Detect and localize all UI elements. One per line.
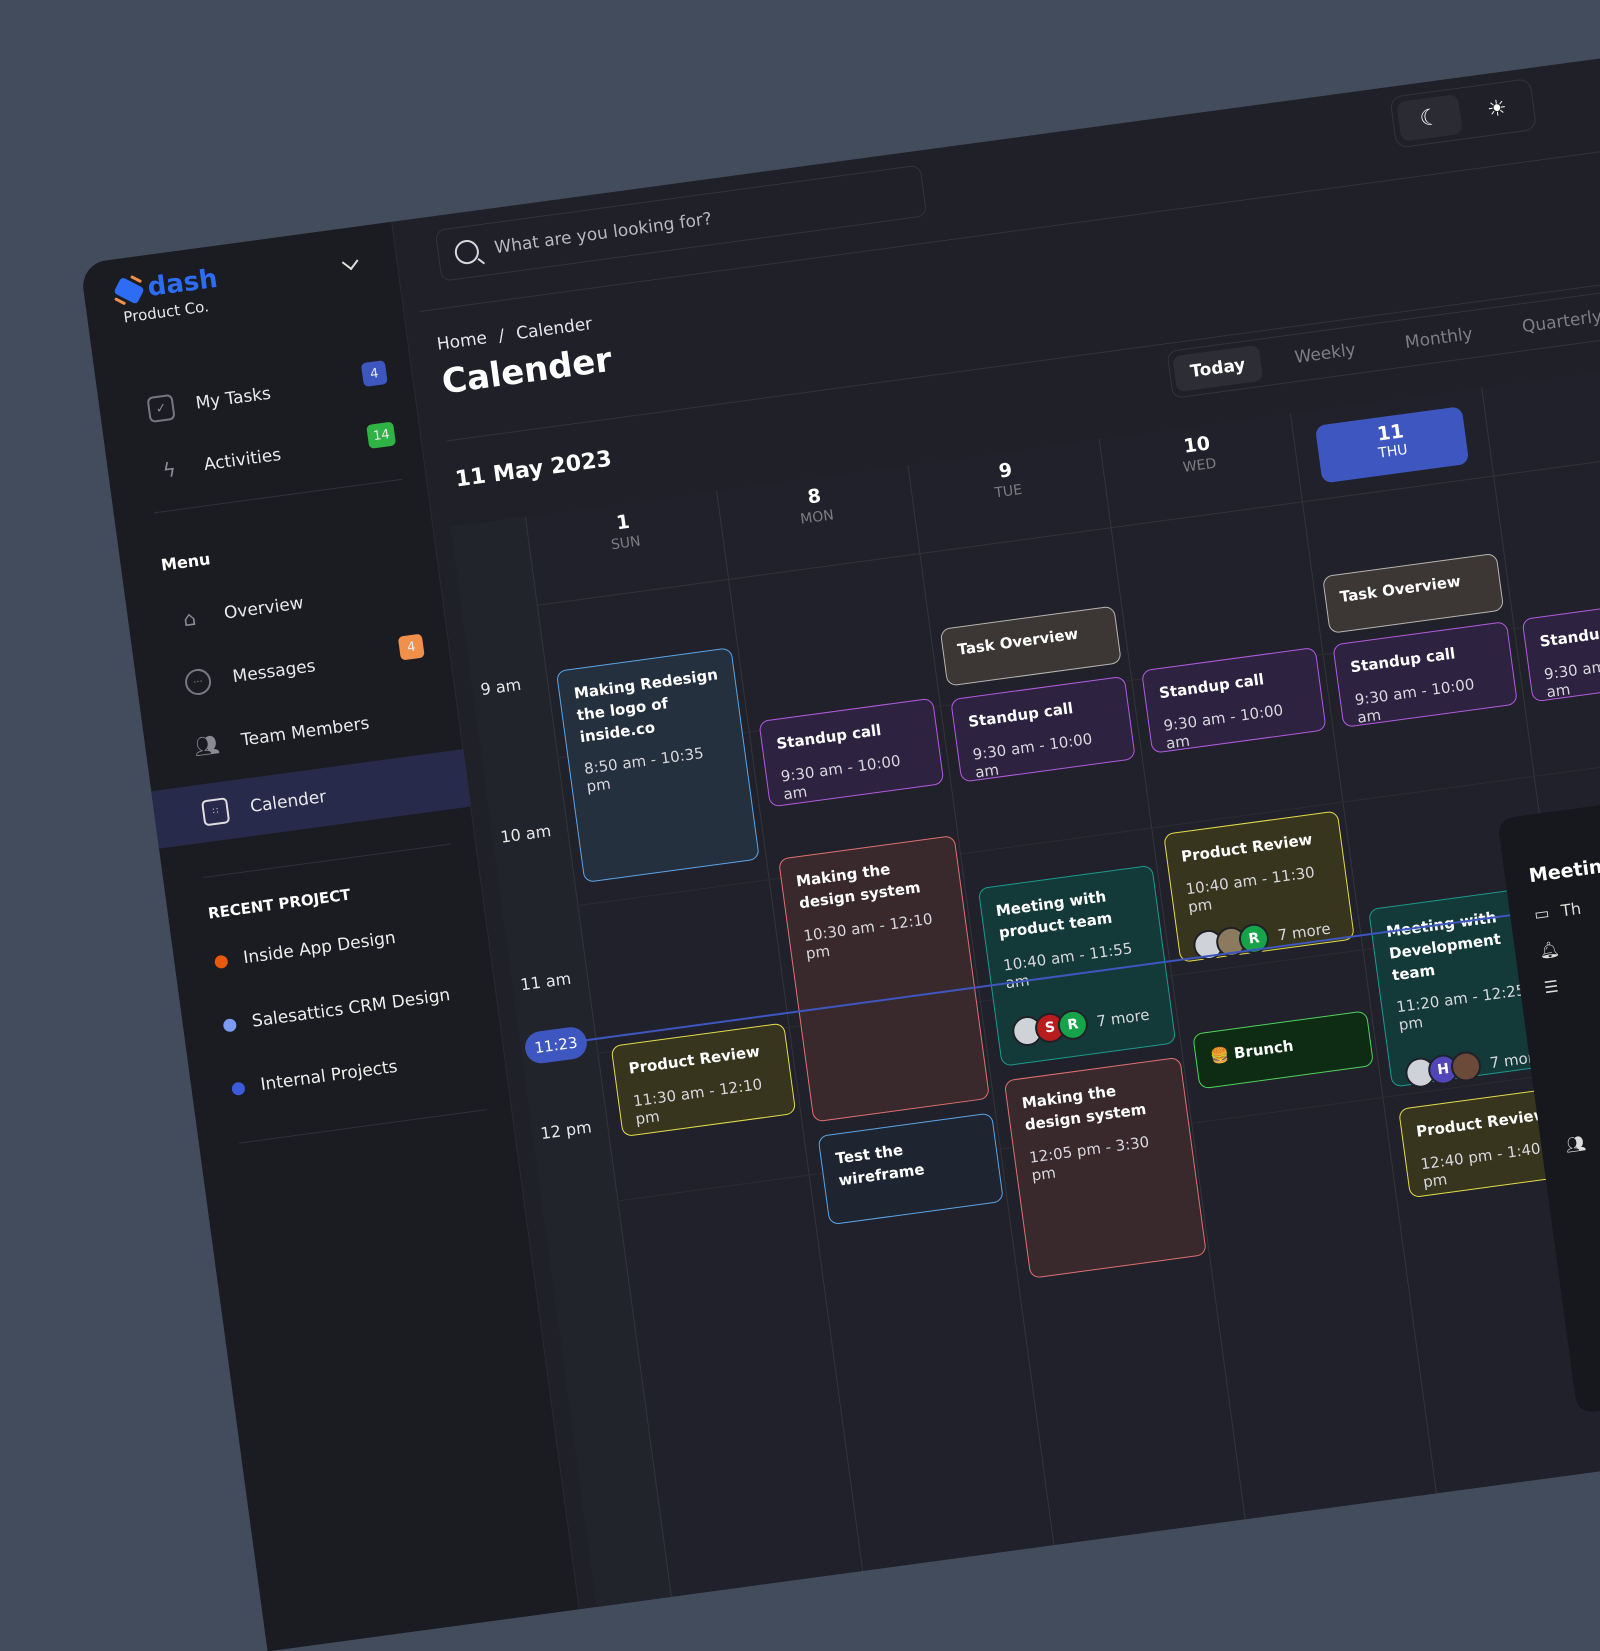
breadcrumb-home[interactable]: Home <box>435 328 489 355</box>
event-title: Making the design system <box>1020 1081 1148 1134</box>
burger-icon: 🍔 <box>1209 1045 1231 1066</box>
activities-badge: 14 <box>366 421 397 449</box>
breadcrumb-current: Calender <box>514 314 594 345</box>
divider <box>203 843 452 879</box>
dash-logo-icon <box>113 276 145 305</box>
project-label: Salesattics CRM Design <box>250 985 452 1032</box>
detail-date: Th <box>1559 898 1583 921</box>
detail-title: Meeting <box>1527 853 1600 888</box>
sidebar: dash Product Co. ✓ My Tasks 4 ϟ Activiti… <box>80 221 580 1651</box>
tab-weekly[interactable]: Weekly <box>1293 339 1357 368</box>
event-title: Task Overview <box>1338 571 1462 607</box>
event-time: 10:40 am - 11:55 am <box>1002 938 1134 992</box>
project-dot <box>213 954 229 969</box>
event-card[interactable]: Making Redesign the logo of inside.co 8:5… <box>555 647 760 883</box>
more-attendees: 7 more <box>1095 1005 1151 1031</box>
breadcrumb-separator: / <box>497 325 506 347</box>
tab-monthly[interactable]: Monthly <box>1403 324 1474 354</box>
event-card[interactable]: Making the design system 12:05 pm - 3:30 … <box>1003 1056 1207 1279</box>
event-card[interactable]: Making the design system 10:30 am - 12:10… <box>777 834 991 1123</box>
event-title: Making Redesign the logo of inside.co <box>572 665 719 746</box>
event-title: Product Review <box>1180 830 1314 866</box>
event-title: Standup call <box>1158 670 1265 703</box>
search-input[interactable]: What are you looking for? <box>434 164 928 282</box>
sun-icon[interactable]: ☀ <box>1485 95 1509 123</box>
sidebar-item-label: Calender <box>248 786 328 817</box>
app-window: dash Product Co. ✓ My Tasks 4 ϟ Activiti… <box>80 28 1600 1651</box>
home-icon: ⌂ <box>181 605 198 632</box>
calendar-icon: ▭ <box>1532 903 1551 924</box>
event-title: Standup call <box>775 720 883 753</box>
tasks-badge: 4 <box>360 360 388 388</box>
search-placeholder: What are you looking for? <box>493 209 714 259</box>
chevron-down-icon[interactable] <box>341 253 359 271</box>
project-dot <box>231 1080 246 1096</box>
project-salesattics-crm[interactable]: Salesattics CRM Design <box>222 985 451 1035</box>
recent-project-heading: RECENT PROJECT <box>206 885 352 923</box>
project-dot <box>222 1017 238 1033</box>
calendar-icon: ∷ <box>200 797 231 827</box>
menu-heading: Menu <box>159 549 212 575</box>
tab-today[interactable]: Today <box>1172 344 1264 393</box>
event-time: 12:05 pm - 3:30 pm <box>1028 1132 1151 1185</box>
event-card[interactable]: Meeting with product team 10:40 am - 11:5… <box>977 864 1177 1067</box>
event-title: Meeting with product team <box>994 887 1114 942</box>
event-title: Task Overview <box>956 624 1080 659</box>
brand-name: dash <box>145 263 220 303</box>
description-icon: ☰ <box>1542 976 1560 998</box>
event-title: Standup call <box>1538 619 1600 651</box>
event-time: 10:40 am - 11:30 pm <box>1184 862 1316 916</box>
event-title: Product Review <box>627 1042 761 1078</box>
project-label: Inside App Design <box>242 927 397 969</box>
project-inside-app-design[interactable]: Inside App Design <box>213 927 397 972</box>
event-time: 10:30 am - 12:10 pm <box>802 909 934 963</box>
event-time: 8:50 am - 10:35 pm <box>583 744 705 797</box>
event-title: Brunch <box>1232 1036 1295 1063</box>
divider <box>239 1109 488 1144</box>
event-title: Standup call <box>967 699 1075 732</box>
moon-icon[interactable]: ☾ <box>1396 93 1463 142</box>
theme-toggle[interactable]: ☾ ☀ <box>1389 78 1538 149</box>
sidebar-item-label: Team Members <box>239 713 371 751</box>
event-title: Test the wireframe <box>834 1140 926 1190</box>
sidebar-item-label: Messages <box>231 656 317 688</box>
messages-badge: 4 <box>397 633 425 661</box>
event-title: Standup call <box>1349 644 1457 677</box>
sidebar-item-label: My Tasks <box>194 383 273 414</box>
current-date: 11 May 2023 <box>453 446 614 493</box>
event-title: Making the design system <box>795 859 922 913</box>
project-internal-projects[interactable]: Internal Projects <box>231 1057 399 1099</box>
users-icon: 👥︎ <box>1564 1133 1587 1155</box>
sidebar-item-label: Overview <box>222 593 305 624</box>
event-time: 9:30 am - 10:00 am <box>1542 649 1600 702</box>
search-icon <box>453 238 481 266</box>
project-label: Internal Projects <box>259 1056 399 1096</box>
tab-quarterly[interactable]: Quarterly <box>1520 306 1600 338</box>
bolt-icon: ϟ <box>161 457 178 483</box>
sidebar-item-label: Activities <box>202 444 283 476</box>
users-icon: 👥︎ <box>192 731 221 759</box>
chat-icon: ··· <box>183 667 213 697</box>
bell-icon[interactable]: 🔔︎ <box>1537 939 1561 961</box>
checkbox-icon: ✓ <box>146 393 176 424</box>
